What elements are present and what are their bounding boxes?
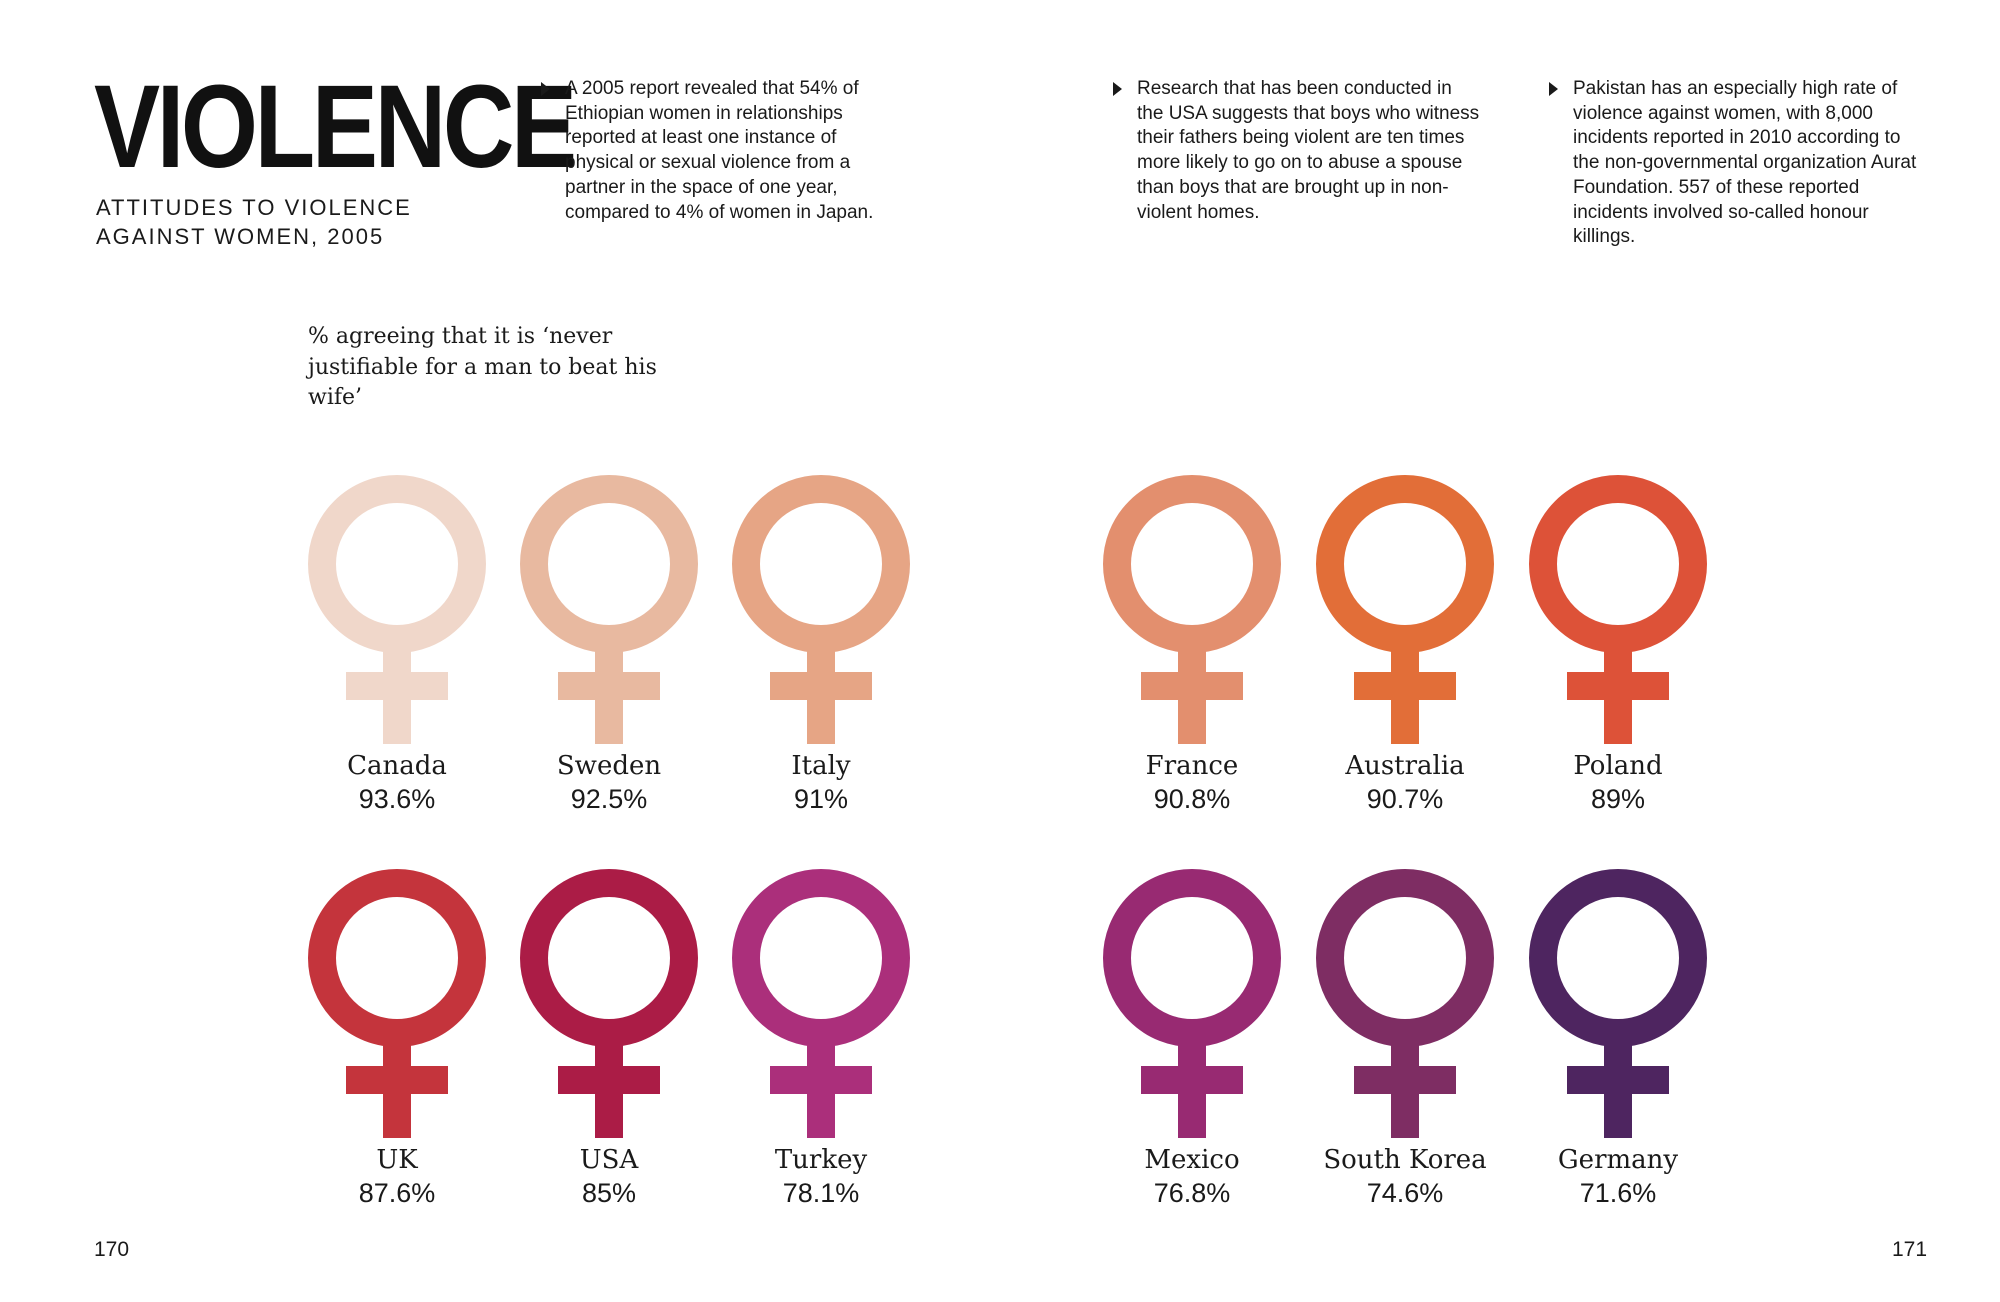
female-symbol-ring-icon	[1529, 869, 1707, 1047]
female-symbol-ring-icon	[1316, 475, 1494, 653]
country-label: France	[1146, 751, 1239, 781]
country-label: Italy	[791, 751, 851, 781]
fact-text: Pakistan has an especially high rate of …	[1573, 78, 1917, 248]
female-symbol-crossbar-icon	[1567, 672, 1669, 700]
country-label: USA	[580, 1145, 640, 1175]
country-label: Australia	[1344, 751, 1464, 781]
country-label: South Korea	[1323, 1145, 1486, 1175]
female-symbol-ring-icon	[1529, 475, 1707, 653]
female-symbol-crossbar-icon	[558, 1066, 660, 1094]
chart-note: % agreeing that it is ‘never justifiable…	[308, 324, 657, 410]
bullet-arrow-icon	[1113, 82, 1122, 96]
page-title: VIOLENCE	[94, 61, 577, 193]
page-number-left: 170	[94, 1238, 130, 1261]
value-label: 91%	[794, 784, 848, 814]
female-symbol-ring-icon	[1103, 475, 1281, 653]
female-symbol-crossbar-icon	[558, 672, 660, 700]
female-symbol-crossbar-icon	[1567, 1066, 1669, 1094]
female-symbol-ring-icon	[732, 869, 910, 1047]
value-label: 74.6%	[1367, 1178, 1444, 1208]
value-label: 78.1%	[783, 1178, 860, 1208]
female-symbol-crossbar-icon	[1141, 672, 1243, 700]
female-symbol-crossbar-icon	[346, 1066, 448, 1094]
female-symbol-ring-icon	[308, 475, 486, 653]
country-label: UK	[376, 1145, 418, 1175]
female-symbol-ring-icon	[1103, 869, 1281, 1047]
value-label: 93.6%	[359, 784, 436, 814]
page-subtitle: ATTITUDES TO VIOLENCE AGAINST WOMEN, 200…	[96, 195, 412, 249]
value-label: 76.8%	[1154, 1178, 1231, 1208]
female-symbol-crossbar-icon	[770, 1066, 872, 1094]
female-symbol-crossbar-icon	[1354, 672, 1456, 700]
female-symbol-crossbar-icon	[346, 672, 448, 700]
fact-usa-boys: Research that has been conducted in the …	[1113, 77, 1482, 225]
value-label: 90.8%	[1154, 784, 1231, 814]
country-label: Turkey	[775, 1145, 868, 1175]
female-symbol-ring-icon	[732, 475, 910, 653]
female-symbol-crossbar-icon	[770, 672, 872, 700]
country-label: Mexico	[1144, 1145, 1239, 1175]
page-number-right: 171	[1892, 1238, 1928, 1261]
bullet-arrow-icon	[541, 82, 550, 96]
country-label: Canada	[347, 751, 447, 781]
female-symbol-crossbar-icon	[1141, 1066, 1243, 1094]
bullet-arrow-icon	[1549, 82, 1558, 96]
fact-pakistan: Pakistan has an especially high rate of …	[1549, 77, 1918, 250]
female-symbol-crossbar-icon	[1354, 1066, 1456, 1094]
fact-text: A 2005 report revealed that 54% of Ethio…	[565, 78, 874, 223]
value-label: 90.7%	[1367, 784, 1444, 814]
value-label: 85%	[582, 1178, 636, 1208]
value-label: 89%	[1591, 784, 1645, 814]
female-symbol-ring-icon	[1316, 869, 1494, 1047]
value-label: 92.5%	[571, 784, 648, 814]
female-symbol-ring-icon	[308, 869, 486, 1047]
country-label: Poland	[1573, 751, 1662, 781]
country-label: Sweden	[557, 751, 661, 781]
value-label: 71.6%	[1580, 1178, 1657, 1208]
value-label: 87.6%	[359, 1178, 436, 1208]
female-symbol-ring-icon	[520, 475, 698, 653]
country-label: Germany	[1558, 1145, 1678, 1175]
fact-ethiopia-japan: A 2005 report revealed that 54% of Ethio…	[541, 77, 910, 225]
fact-text: Research that has been conducted in the …	[1137, 78, 1480, 223]
female-symbol-ring-icon	[520, 869, 698, 1047]
